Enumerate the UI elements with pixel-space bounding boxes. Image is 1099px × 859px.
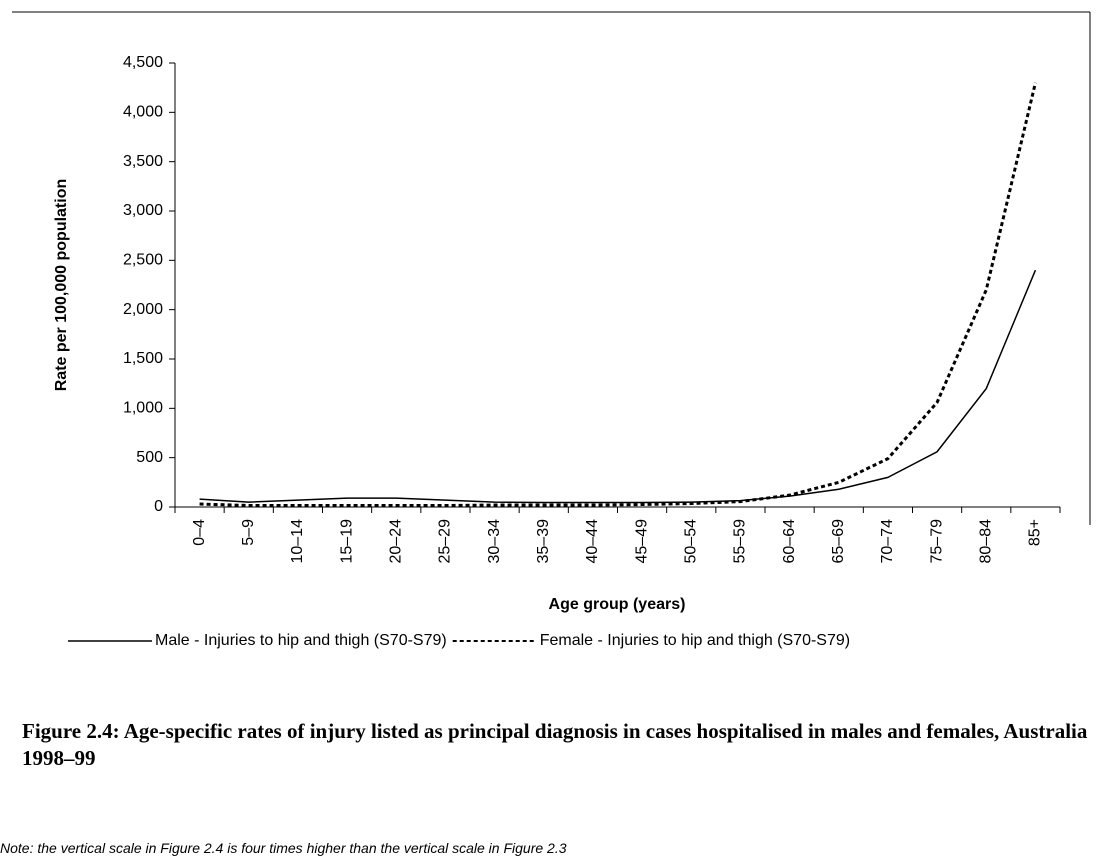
y-tick-label: 3,000 (123, 202, 163, 219)
y-tick-label: 2,000 (123, 301, 163, 318)
x-axis-title: Age group (years) (549, 596, 686, 613)
y-tick-label: 1,000 (123, 400, 163, 417)
x-tick-label: 15–19 (338, 519, 355, 564)
series-line (199, 82, 1037, 508)
x-tick-label: 70–74 (879, 519, 896, 564)
y-tick-label: 4,000 (123, 104, 163, 121)
x-tick-label: 50–54 (682, 519, 699, 564)
y-tick-label: 1,500 (123, 350, 163, 367)
x-tick-label: 5–9 (240, 519, 257, 546)
y-tick-label: 2,500 (123, 252, 163, 269)
caption: Figure 2.4: Age-specific rates of injury… (22, 719, 1088, 770)
legend-label: Female - Injuries to hip and thigh (S70-… (540, 632, 850, 649)
y-tick-label: 4,500 (123, 54, 163, 71)
x-tick-label: 35–39 (535, 519, 552, 564)
x-tick-label: 55–59 (732, 519, 749, 564)
legend-label: Male - Injuries to hip and thigh (S70-S7… (155, 632, 447, 649)
x-tick-label: 75–79 (928, 519, 945, 564)
x-tick-label: 40–44 (584, 519, 601, 564)
y-tick-label: 500 (136, 449, 163, 466)
x-tick-label: 0–4 (191, 519, 208, 546)
y-tick-label: 0 (154, 498, 163, 515)
x-tick-label: 10–14 (289, 519, 306, 564)
x-tick-label: 45–49 (633, 519, 650, 564)
series-line (199, 269, 1037, 504)
x-tick-label: 25–29 (437, 519, 454, 564)
x-tick-label: 65–69 (830, 519, 847, 564)
chart: Rate per 100,000 population Age group (y… (12, 11, 1091, 649)
x-tick-label: 60–64 (781, 519, 798, 564)
x-tick-label: 20–24 (387, 519, 404, 564)
x-tick-label: 80–84 (977, 519, 994, 564)
y-tick-label: 3,500 (123, 153, 163, 170)
x-tick-label: 30–34 (486, 519, 503, 564)
x-tick-label: 85+ (1027, 519, 1044, 546)
y-axis-title: Rate per 100,000 population (53, 179, 70, 392)
note: Note: the vertical scale in Figure 2.4 i… (0, 840, 567, 856)
